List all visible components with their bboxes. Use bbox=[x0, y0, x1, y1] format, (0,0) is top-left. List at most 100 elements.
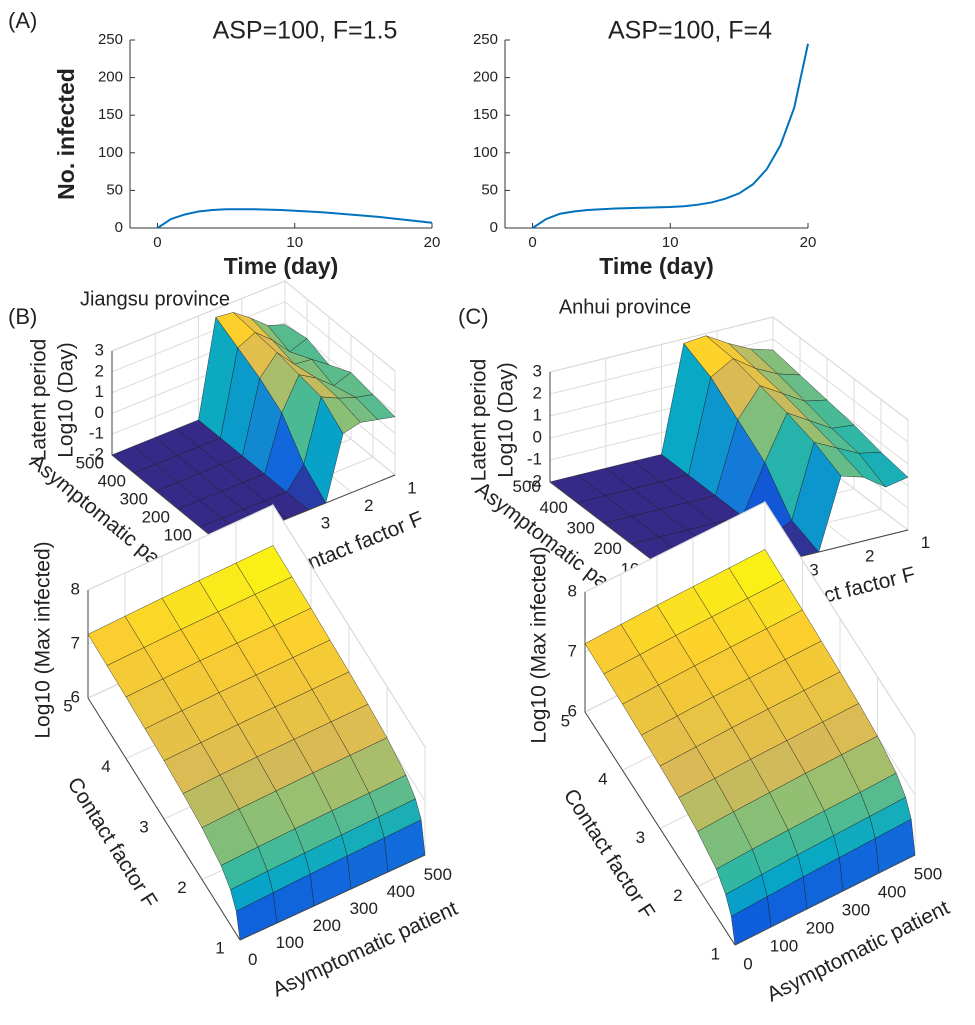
y-tick-label: 300 bbox=[842, 901, 870, 920]
z-tick-label: 6 bbox=[71, 687, 80, 706]
x-tick-label: 4 bbox=[101, 757, 110, 776]
y-tick-label: 500 bbox=[914, 865, 942, 884]
x-tick-label: 0 bbox=[153, 234, 161, 251]
grid-line bbox=[284, 301, 396, 393]
x-tick-label: 5 bbox=[561, 711, 570, 730]
y-tick-label: 200 bbox=[142, 507, 170, 526]
x-tick-label: 3 bbox=[809, 560, 818, 579]
grid-line bbox=[272, 504, 426, 748]
y-tick-label: 150 bbox=[98, 106, 123, 123]
line-series bbox=[156, 208, 433, 229]
y-tick-label: 400 bbox=[878, 883, 906, 902]
z-tick-label: -1 bbox=[527, 449, 542, 468]
y-tick-label: 0 bbox=[248, 950, 257, 969]
z-tick-label: -2 bbox=[89, 444, 104, 463]
y-tick-label: 300 bbox=[350, 899, 378, 918]
z-tick-label: 6 bbox=[568, 701, 577, 720]
x-axis-label: Time (day) bbox=[224, 253, 339, 279]
grid-line bbox=[111, 280, 286, 352]
chart-title: Jiangsu province bbox=[80, 288, 230, 310]
y-tick-label: 200 bbox=[473, 69, 498, 86]
chart-title: ASP=100, F=4 bbox=[608, 17, 772, 45]
grid-line bbox=[549, 316, 774, 373]
y-tick-label: 0 bbox=[115, 219, 123, 236]
x-tick-label: 20 bbox=[800, 234, 817, 251]
z-tick-label: -2 bbox=[527, 471, 542, 490]
x-tick-label: 1 bbox=[921, 533, 930, 552]
x-tick-label: 0 bbox=[528, 234, 536, 251]
y-tick-label: 50 bbox=[481, 181, 498, 198]
y-tick-label: 300 bbox=[567, 518, 595, 537]
y-tick-label: 200 bbox=[806, 919, 834, 938]
x-tick-label: 3 bbox=[636, 828, 645, 847]
z-tick-label: 1 bbox=[533, 405, 542, 424]
y-axis-label: No. infected bbox=[53, 68, 79, 200]
x-tick-label: 2 bbox=[177, 878, 186, 897]
y-tick-label: 400 bbox=[540, 498, 568, 517]
grid-line bbox=[584, 501, 766, 593]
chart-title: Anhui province bbox=[559, 296, 691, 318]
x-tick-label: 10 bbox=[286, 234, 303, 251]
z-tick-label: 3 bbox=[95, 340, 104, 359]
z-axis-label: Log10 (Max infected) bbox=[32, 541, 55, 738]
z-axis-label: Log10 (Max infected) bbox=[528, 546, 551, 743]
z-axis-label: Latent period bbox=[468, 359, 491, 482]
y-tick-label: 0 bbox=[743, 955, 752, 974]
y-tick-label: 100 bbox=[98, 144, 123, 161]
panel-label: (A) bbox=[8, 8, 37, 33]
z-tick-label: 2 bbox=[95, 361, 104, 380]
axis-line bbox=[734, 854, 916, 946]
y-tick-label: 400 bbox=[98, 471, 126, 490]
x-axis-label: Time (day) bbox=[599, 253, 714, 279]
y-tick-label: 500 bbox=[513, 477, 541, 496]
z-tick-label: 7 bbox=[568, 641, 577, 660]
y-tick-label: 500 bbox=[76, 453, 104, 472]
x-tick-label: 2 bbox=[673, 886, 682, 905]
z-axis-label: Log10 (Day) bbox=[55, 342, 78, 458]
z-tick-label: 8 bbox=[568, 581, 577, 600]
y-tick-label: 50 bbox=[106, 181, 123, 198]
x-tick-label: 1 bbox=[711, 944, 720, 963]
y-tick-label: 200 bbox=[313, 916, 341, 935]
x-tick-label: 10 bbox=[662, 234, 679, 251]
z-axis-label: Latent period bbox=[28, 339, 51, 462]
z-tick-label: 0 bbox=[533, 427, 542, 446]
y-tick-label: 200 bbox=[98, 69, 123, 86]
y-tick-label: 100 bbox=[473, 144, 498, 161]
x-tick-label: 1 bbox=[407, 478, 416, 497]
z-tick-label: 3 bbox=[533, 361, 542, 380]
chart-title: ASP=100, F=1.5 bbox=[213, 17, 398, 45]
grid-line bbox=[772, 338, 909, 443]
z-tick-label: 1 bbox=[95, 382, 104, 401]
x-tick-label: 1 bbox=[215, 939, 224, 958]
x-tick-label: 2 bbox=[865, 547, 874, 566]
line-series bbox=[531, 43, 809, 229]
grid-line bbox=[772, 316, 909, 421]
z-tick-label: 2 bbox=[533, 383, 542, 402]
x-tick-label: 2 bbox=[364, 496, 373, 515]
y-tick-label: 250 bbox=[98, 31, 123, 48]
y-tick-label: 500 bbox=[424, 865, 452, 884]
panel-label: (C) bbox=[458, 304, 489, 329]
y-tick-label: 0 bbox=[490, 219, 498, 236]
axis-line bbox=[111, 454, 223, 546]
x-axis-label: Contact factor F bbox=[63, 773, 162, 912]
x-tick-label: 3 bbox=[139, 818, 148, 837]
z-tick-label: 7 bbox=[71, 633, 80, 652]
x-tick-label: 5 bbox=[63, 697, 72, 716]
grid-line bbox=[284, 280, 396, 372]
x-axis-label: Contact factor F bbox=[559, 785, 659, 923]
z-tick-label: -1 bbox=[89, 424, 104, 443]
y-tick-label: 150 bbox=[473, 106, 498, 123]
y-tick-label: 100 bbox=[276, 933, 304, 952]
grid-line bbox=[87, 504, 274, 591]
y-tick-label: 100 bbox=[164, 525, 192, 544]
y-tick-label: 300 bbox=[120, 489, 148, 508]
grid-line bbox=[764, 501, 916, 736]
y-tick-label: 400 bbox=[387, 882, 415, 901]
axis-line bbox=[87, 697, 241, 941]
y-tick-label: 100 bbox=[770, 937, 798, 956]
axis-line bbox=[239, 854, 426, 941]
y-tick-label: 250 bbox=[473, 31, 498, 48]
